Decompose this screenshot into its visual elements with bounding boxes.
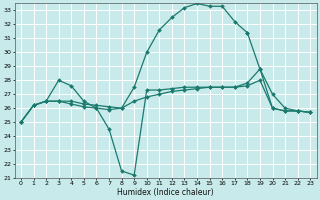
- X-axis label: Humidex (Indice chaleur): Humidex (Indice chaleur): [117, 188, 214, 197]
